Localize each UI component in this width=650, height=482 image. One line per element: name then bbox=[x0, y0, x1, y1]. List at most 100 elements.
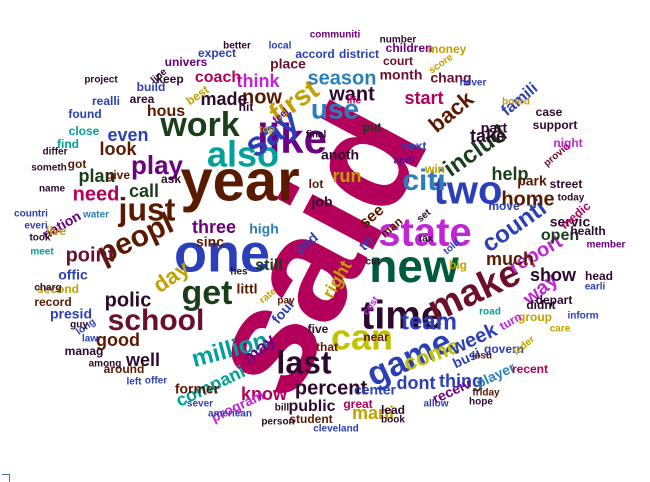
word-accord: accord bbox=[295, 47, 334, 61]
word-even: even bbox=[107, 125, 148, 145]
word-run: run bbox=[333, 166, 362, 186]
word-road: road bbox=[479, 307, 501, 318]
word-play: play bbox=[131, 150, 184, 180]
word-help: help bbox=[491, 164, 528, 184]
word-night: night bbox=[553, 136, 582, 150]
word-children: children bbox=[386, 41, 433, 55]
word-three: three bbox=[192, 217, 236, 237]
word-littl: littl bbox=[237, 281, 258, 297]
word-center: center bbox=[354, 382, 397, 398]
word-hous: hous bbox=[147, 103, 185, 120]
word-percent: percent bbox=[295, 377, 368, 399]
word-still: still bbox=[255, 257, 283, 274]
word-coach: coach bbox=[195, 69, 241, 86]
word-home: home bbox=[501, 188, 554, 210]
word-law: law bbox=[82, 334, 98, 345]
word-person: person bbox=[261, 417, 294, 428]
word-pay: pay bbox=[277, 296, 295, 307]
word-today: today bbox=[558, 193, 585, 204]
word-call: call bbox=[129, 181, 159, 201]
word-use: use bbox=[311, 93, 359, 124]
word-mani: mani bbox=[352, 403, 394, 423]
word-school: school bbox=[108, 304, 205, 337]
word-month: month bbox=[380, 67, 423, 83]
word-season: season bbox=[308, 67, 377, 89]
word-plan: plan bbox=[78, 166, 115, 186]
word-april: april bbox=[393, 156, 414, 167]
word-head: head bbox=[585, 269, 613, 283]
word-like: like bbox=[257, 115, 327, 162]
word-ask: ask bbox=[161, 172, 181, 186]
word-offer: offer bbox=[145, 376, 167, 387]
word-support: support bbox=[533, 118, 578, 132]
word-give: give bbox=[106, 168, 130, 182]
word-second: second bbox=[37, 282, 79, 296]
word-group: group bbox=[518, 310, 552, 324]
word-govern: govern bbox=[484, 342, 524, 356]
word-also: also bbox=[207, 134, 279, 175]
word-part: part bbox=[481, 120, 508, 136]
word-around: around bbox=[104, 362, 145, 376]
word-new: new bbox=[369, 240, 459, 292]
word-that: that bbox=[316, 340, 338, 354]
word-former: former bbox=[175, 381, 220, 397]
word-next: next bbox=[402, 139, 427, 153]
word-one: one bbox=[174, 223, 270, 283]
word-number: number bbox=[380, 35, 417, 46]
word-show: show bbox=[530, 265, 577, 285]
word-expect: expect bbox=[198, 46, 236, 60]
word-two: two bbox=[434, 169, 503, 213]
word-inform: inform bbox=[567, 311, 598, 322]
word-found: found bbox=[68, 107, 101, 121]
word-depart: depart bbox=[536, 293, 573, 307]
word-record: record bbox=[34, 295, 71, 309]
word-think: think bbox=[237, 71, 281, 91]
word-get: get bbox=[182, 274, 233, 312]
word-earli: earli bbox=[585, 282, 606, 293]
word-five: five bbox=[308, 322, 329, 336]
word-guy: guy bbox=[70, 320, 88, 331]
word-project: project bbox=[84, 75, 118, 86]
word-friday: friday bbox=[472, 388, 500, 399]
word-made: made bbox=[200, 89, 247, 109]
word-cleveland: cleveland bbox=[313, 424, 359, 435]
word-countri: countri bbox=[14, 209, 48, 220]
word-live: live bbox=[46, 224, 66, 238]
word-can: can bbox=[331, 317, 393, 358]
word-life: life bbox=[347, 96, 362, 107]
word-realli: realli bbox=[92, 94, 120, 108]
word-feder: feder bbox=[511, 334, 537, 358]
word-tax: tax bbox=[419, 234, 434, 245]
word-allow: allow bbox=[423, 399, 448, 410]
word-hope: hope bbox=[469, 397, 493, 408]
word-presid: presid bbox=[50, 306, 92, 322]
word-much: much bbox=[486, 249, 534, 269]
word-hes: hes bbox=[230, 267, 248, 278]
word-among: among bbox=[89, 359, 122, 370]
word-good: good bbox=[96, 330, 140, 350]
word-bill: bill bbox=[275, 403, 290, 414]
word-thing: thing bbox=[439, 371, 483, 391]
word-chang: chang bbox=[430, 70, 471, 86]
word-charg: charg bbox=[34, 283, 61, 294]
corner-mark bbox=[2, 474, 10, 482]
word-open: open bbox=[541, 227, 579, 244]
word-final: final bbox=[306, 130, 327, 141]
word-univers: univers bbox=[165, 55, 208, 69]
word-team: team bbox=[401, 308, 457, 335]
word-polic: polic bbox=[105, 289, 152, 311]
word-care: care bbox=[550, 324, 571, 335]
word-offic: offic bbox=[58, 267, 88, 283]
word-local: local bbox=[269, 41, 292, 52]
word-put: put bbox=[363, 120, 382, 134]
word-got: got bbox=[68, 157, 87, 171]
word-last: last bbox=[276, 344, 331, 380]
word-want: want bbox=[328, 83, 375, 105]
word-water: water bbox=[82, 210, 109, 221]
word-park: park bbox=[517, 173, 547, 189]
word-student: student bbox=[289, 412, 332, 426]
word-didnt: didnt bbox=[526, 298, 555, 312]
word-take: take bbox=[470, 126, 506, 146]
word-anoth: anoth bbox=[321, 147, 359, 163]
word-top: top bbox=[259, 125, 275, 136]
